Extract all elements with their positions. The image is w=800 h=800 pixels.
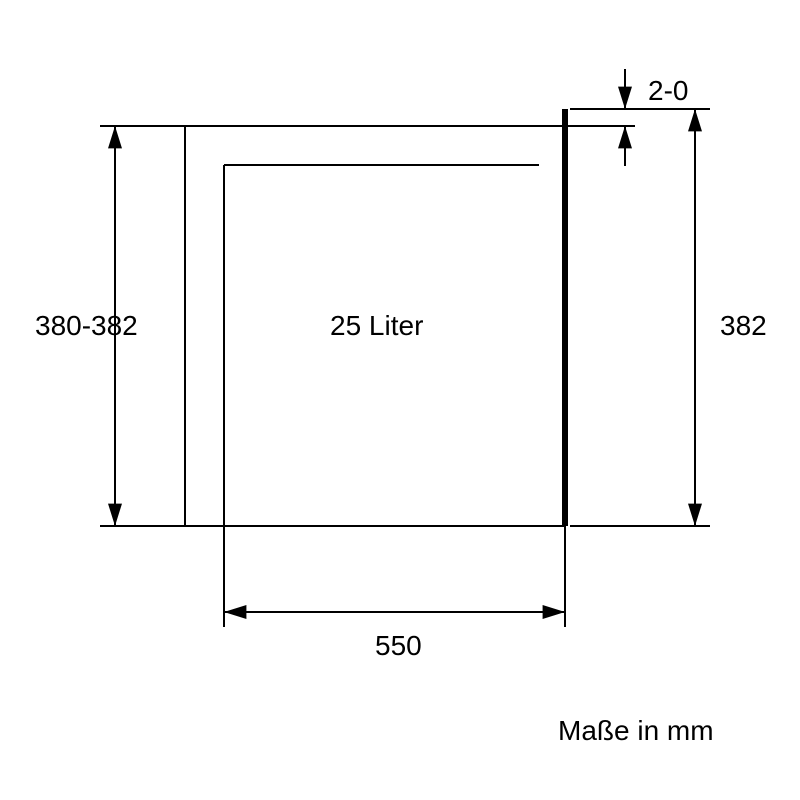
dim-height-inner: 380-382 [35,310,138,341]
capacity-label: 25 Liter [330,310,423,341]
dim-height-outer: 382 [720,310,767,341]
dimension-drawing: 380-382 382 2-0 550 25 Liter Maße in mm [0,0,800,800]
dim-gap: 2-0 [648,75,688,106]
units-label: Maße in mm [558,715,714,746]
dim-width: 550 [375,630,422,661]
